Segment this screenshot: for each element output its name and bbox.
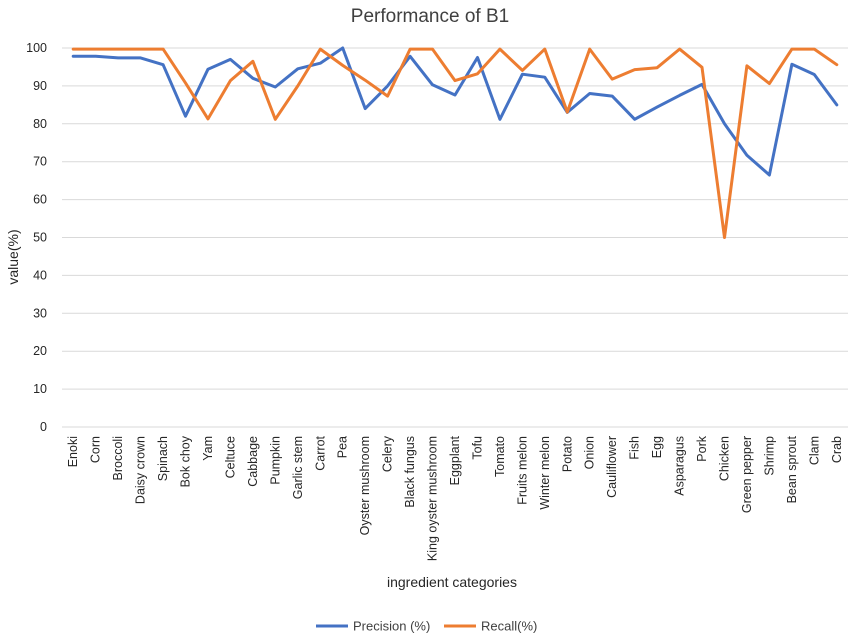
series-line-0 — [71, 46, 839, 177]
x-tick-label: Potato — [560, 436, 574, 472]
y-tick-70: 70 — [33, 155, 47, 169]
x-tick-label: Shrimp — [762, 436, 776, 476]
x-tick-label: Spinach — [156, 436, 170, 481]
x-tick-label: Daisy crown — [134, 436, 148, 504]
y-tick-90: 90 — [33, 79, 47, 93]
x-tick-label: Fruits melon — [515, 436, 529, 505]
x-tick-label: Egg — [650, 436, 664, 458]
x-tick-label: Clam — [807, 436, 821, 465]
x-tick-label: Cabbage — [246, 436, 260, 487]
x-tick-label: Asparagus — [673, 436, 687, 496]
legend-label-0: Precision (%) — [353, 619, 430, 634]
y-tick-80: 80 — [33, 117, 47, 131]
x-tick-label: Green pepper — [740, 436, 754, 513]
x-axis-label: ingredient categories — [387, 574, 517, 590]
gridlines — [62, 47, 848, 428]
y-tick-10: 10 — [33, 382, 47, 396]
y-tick-labels: 0 10 20 30 40 50 60 70 80 90 100 — [26, 41, 47, 434]
y-tick-40: 40 — [33, 268, 47, 282]
x-tick-labels: Enoki Corn Broccoli Daisy crown Spinach Bok c… — [66, 435, 844, 561]
x-tick-label: Crab — [830, 436, 844, 463]
x-tick-label: Cauliflower — [605, 436, 619, 498]
legend-label-1: Recall(%) — [481, 619, 537, 634]
x-tick-label: Winter melon — [538, 436, 552, 510]
y-tick-100: 100 — [26, 41, 47, 55]
x-tick-label: King oyster mushroom — [426, 436, 440, 561]
x-tick-label: Pea — [336, 436, 350, 458]
x-tick-label: Oyster mushroom — [358, 436, 372, 535]
x-tick-label: Carrot — [313, 435, 327, 470]
y-tick-30: 30 — [33, 306, 47, 320]
y-axis-label: value(%) — [5, 229, 21, 284]
x-tick-label: Celery — [381, 435, 395, 472]
chart-title: Performance of B1 — [351, 6, 509, 27]
x-tick-label: Yam — [201, 436, 215, 461]
x-tick-label: Enoki — [66, 436, 80, 467]
x-tick-label: Chicken — [717, 436, 731, 481]
series-lines — [71, 46, 839, 239]
x-tick-label: Broccoli — [111, 436, 125, 480]
x-tick-label: Corn — [89, 436, 103, 463]
y-tick-0: 0 — [40, 420, 47, 434]
y-tick-20: 20 — [33, 344, 47, 358]
legend: Precision (%) Recall(%) — [316, 619, 537, 634]
x-tick-label: Bok choy — [179, 435, 193, 487]
x-tick-label: Celtuce — [223, 436, 237, 478]
y-tick-50: 50 — [33, 231, 47, 245]
x-tick-label: Onion — [583, 436, 597, 469]
x-tick-label: Eggplant — [448, 435, 462, 485]
x-tick-label: Pumpkin — [268, 436, 282, 485]
x-tick-label: Fish — [628, 436, 642, 460]
series-line-1 — [71, 47, 839, 239]
x-tick-label: Pork — [695, 435, 709, 461]
x-tick-label: Bean sprout — [785, 435, 799, 503]
x-tick-label: Black fungus — [403, 436, 417, 508]
y-tick-60: 60 — [33, 193, 47, 207]
x-tick-label: Tomato — [493, 436, 507, 477]
x-tick-label: Tofu — [470, 436, 484, 460]
x-tick-label: Garlic stem — [291, 436, 305, 499]
